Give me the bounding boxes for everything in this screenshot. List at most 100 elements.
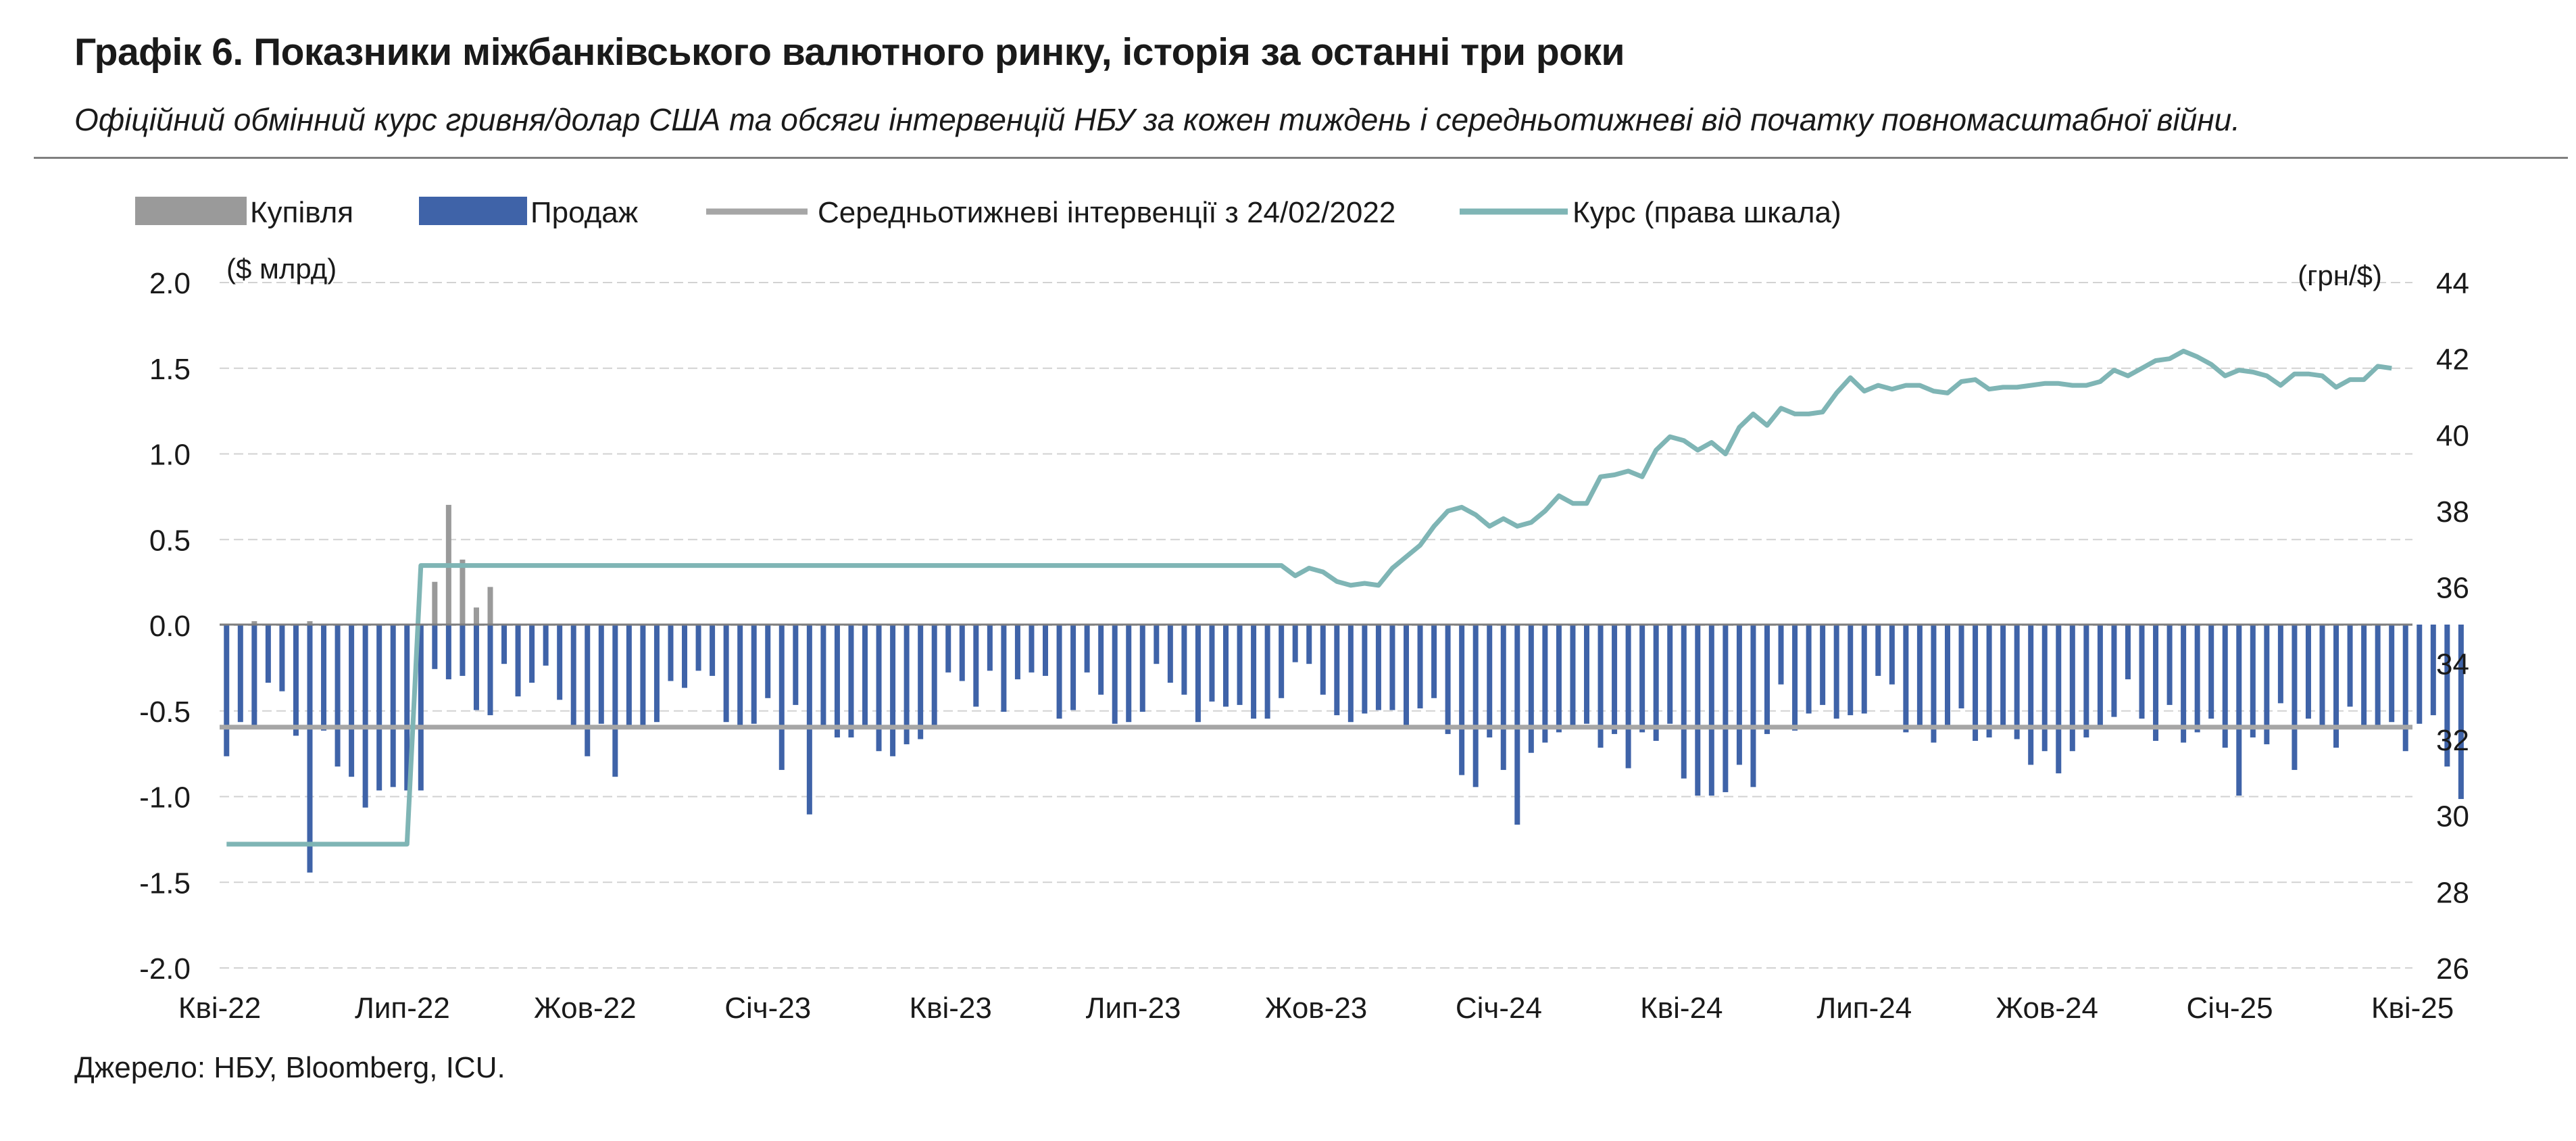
lines — [220, 348, 2412, 847]
right-tick-label: 42 — [2436, 343, 2469, 377]
sale-bar — [1375, 625, 1381, 710]
sale-bar — [1653, 625, 1659, 742]
sale-bar — [1806, 625, 1812, 714]
sale-bar — [598, 625, 604, 724]
sale-bar — [1723, 625, 1729, 792]
right-tick-label: 26 — [2436, 952, 2469, 986]
chart-subtitle: Офіційний обмінний курс гривня/долар США… — [74, 102, 2241, 137]
sale-bar — [1001, 625, 1007, 712]
sale-bar — [349, 625, 355, 777]
sale-bar — [682, 625, 688, 688]
sale-bar — [2041, 625, 2048, 752]
sale-bar — [2153, 625, 2159, 742]
sale-bar — [1181, 625, 1187, 695]
exchange-rate-line — [226, 348, 2392, 847]
sale-bar — [1750, 625, 1756, 787]
sale-bar — [265, 625, 271, 683]
x-tick-label: Січ-25 — [2187, 992, 2273, 1025]
legend-swatch-purchase — [135, 197, 247, 225]
sale-bar — [1597, 625, 1604, 748]
sale-bar — [1848, 625, 1854, 716]
sale-bar — [1279, 625, 1285, 698]
right-tick-label: 30 — [2436, 800, 2469, 833]
sale-bar — [1056, 625, 1062, 719]
sale-bar — [918, 625, 924, 739]
sale-bar — [1833, 625, 1839, 719]
sale-bar — [1973, 625, 1979, 742]
right-tick-label: 36 — [2436, 572, 2469, 605]
right-tick-label: 32 — [2436, 724, 2469, 757]
sale-bar — [1237, 625, 1243, 705]
legend-swatch-sale — [419, 197, 527, 225]
sale-bar — [1014, 625, 1020, 679]
x-tick-label: Кві-24 — [1640, 992, 1723, 1025]
sale-bar — [1347, 625, 1354, 723]
sale-bar — [640, 625, 646, 729]
left-tick-label: -2.0 — [139, 952, 191, 986]
legend-label-sale: Продаж — [530, 196, 639, 229]
sale-bar — [404, 625, 410, 791]
sale-bar — [1612, 625, 1618, 734]
sale-bar — [321, 625, 327, 731]
sale-bar — [376, 625, 382, 791]
x-tick-label: Кві-25 — [2371, 992, 2454, 1025]
sale-bar — [723, 625, 729, 723]
x-tick-label: Січ-24 — [1456, 992, 1542, 1025]
sale-bar — [307, 625, 313, 873]
sale-bar — [1820, 625, 1826, 705]
sale-bar — [2361, 625, 2367, 729]
sale-bar — [585, 625, 591, 756]
sale-bar — [1292, 625, 1298, 662]
right-tick-label: 44 — [2436, 267, 2469, 300]
sale-bar — [1792, 625, 1798, 731]
sale-bar — [1362, 625, 1368, 714]
sale-bar — [876, 625, 882, 752]
sale-bar — [1583, 625, 1589, 724]
left-tick-label: 2.0 — [149, 267, 191, 300]
sale-bar — [1306, 625, 1312, 664]
sale-bar — [1903, 625, 1909, 733]
sale-bar — [1931, 625, 1937, 743]
x-tick-label: Кві-23 — [909, 992, 991, 1025]
sale-bar — [2028, 625, 2034, 765]
sale-bar — [335, 625, 341, 767]
header-divider — [34, 157, 2568, 159]
sale-bar — [1944, 625, 1950, 726]
sale-bar — [1403, 625, 1409, 727]
sale-bar — [2194, 625, 2200, 733]
purchase-bar — [251, 621, 257, 625]
x-tick-label: Лип-23 — [1086, 992, 1181, 1025]
sale-bar — [362, 625, 368, 808]
left-tick-label: -1.5 — [139, 867, 191, 900]
x-tick-label: Січ-23 — [724, 992, 811, 1025]
sale-bar — [737, 625, 743, 726]
sale-bar — [1029, 625, 1035, 673]
sale-bar — [973, 625, 979, 707]
sale-bar — [931, 625, 937, 729]
sale-bar — [1916, 625, 1923, 726]
sale-bar — [2083, 625, 2089, 737]
sale-bar — [390, 625, 396, 787]
sale-bar — [1154, 625, 1160, 664]
sale-bar — [1958, 625, 1964, 708]
sale-bar — [834, 625, 840, 737]
sale-bar — [1889, 625, 1895, 685]
sale-bar — [2208, 625, 2214, 719]
purchase-bar — [473, 607, 479, 625]
sale-bar — [529, 625, 535, 683]
sale-bar — [1556, 625, 1562, 733]
sale-bar — [2277, 625, 2283, 704]
sale-bar — [2056, 625, 2062, 774]
sale-bar — [1195, 625, 1201, 723]
sale-bar — [432, 625, 438, 669]
sale-bar — [1223, 625, 1229, 707]
legend-label-average: Середньотижневі інтервенції з 24/02/2022 — [818, 196, 1395, 229]
sale-bar — [765, 625, 771, 698]
sale-bar — [1708, 625, 1714, 796]
sale-bar — [2014, 625, 2020, 739]
x-tick-label: Жов-22 — [534, 992, 637, 1025]
sale-bar — [1070, 625, 1076, 710]
sale-bar — [2444, 625, 2450, 767]
sale-bar — [751, 625, 757, 724]
sale-bar — [1431, 625, 1437, 698]
